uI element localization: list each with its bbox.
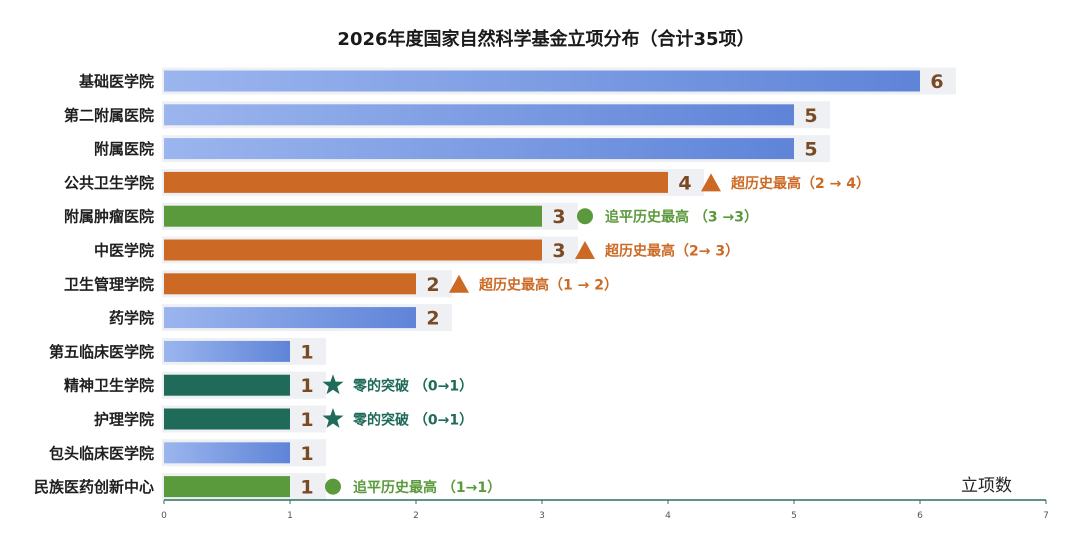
x-tick-label: 2 — [413, 511, 419, 521]
category-label: 基础医学院 — [78, 73, 154, 91]
annotation-text: 超历史最高（2→ 3） — [604, 243, 739, 260]
category-label: 附属医院 — [94, 140, 154, 158]
annotation-text: 追平历史最高 （3 →3） — [605, 209, 758, 226]
bar — [164, 476, 290, 498]
value-label: 2 — [426, 274, 439, 296]
bar — [164, 374, 290, 396]
category-label: 精神卫生学院 — [64, 377, 154, 395]
x-tick-label: 3 — [539, 511, 545, 521]
star-icon — [322, 408, 344, 428]
triangle-icon — [701, 173, 721, 192]
category-label: 卫生管理学院 — [64, 275, 154, 293]
bar — [164, 340, 290, 362]
triangle-icon — [449, 274, 469, 293]
category-label: 护理学院 — [94, 411, 154, 429]
value-label: 1 — [300, 375, 313, 397]
annotation-text: 零的突破 （0→1） — [352, 412, 473, 429]
value-label: 4 — [678, 172, 691, 194]
category-label: 民族医药创新中心 — [34, 478, 154, 496]
value-label: 1 — [300, 443, 313, 465]
value-label: 3 — [552, 206, 565, 228]
x-tick-label: 7 — [1043, 511, 1049, 521]
category-label: 包头临床医学院 — [49, 444, 154, 462]
star-icon — [322, 374, 344, 395]
triangle-icon — [575, 241, 595, 259]
bar — [164, 205, 542, 227]
circle-icon — [577, 208, 593, 225]
bars-layer: 基础医学院 6 第二附属医院 5 附属医院 5 公共卫生学院 4 超历史最高（2 → 4） 附属肿… — [34, 67, 956, 501]
x-tick-label: 0 — [161, 511, 167, 521]
category-label: 附属肿瘤医院 — [64, 208, 154, 226]
value-label: 1 — [300, 477, 313, 499]
x-axis-ticks: 0 1 2 3 4 5 6 7 — [161, 500, 1049, 521]
value-label: 6 — [930, 71, 943, 93]
bar — [164, 171, 668, 193]
x-tick-label: 6 — [917, 511, 923, 521]
x-tick-label: 4 — [665, 511, 671, 521]
annotation-text: 追平历史最高 （1→1） — [353, 479, 501, 496]
annotation-text: 零的突破 （0→1） — [352, 378, 473, 395]
chart-title: 2026年度国家自然科学基金立项分布（合计35项） — [337, 28, 754, 50]
bar — [164, 138, 794, 160]
bar — [164, 307, 416, 329]
x-tick-label: 5 — [791, 511, 797, 521]
bar — [164, 70, 920, 92]
value-label: 1 — [300, 341, 313, 363]
circle-icon — [325, 478, 341, 495]
annotation-text: 超历史最高（2 → 4） — [730, 175, 870, 192]
x-axis-label: 立项数 — [961, 476, 1012, 496]
bar — [164, 273, 416, 295]
category-label: 第二附属医院 — [64, 106, 154, 124]
bar — [164, 104, 794, 126]
category-label: 第五临床医学院 — [49, 343, 154, 361]
value-label: 2 — [426, 308, 439, 330]
category-label: 公共卫生学院 — [64, 174, 154, 192]
bar — [164, 239, 542, 261]
value-label: 1 — [300, 409, 313, 431]
bar — [164, 442, 290, 464]
bar — [164, 408, 290, 430]
category-label: 药学院 — [109, 309, 154, 327]
category-label: 中医学院 — [94, 242, 154, 260]
value-label: 5 — [804, 105, 817, 127]
x-tick-label: 1 — [287, 511, 293, 521]
value-label: 5 — [804, 139, 817, 161]
annotation-text: 超历史最高（1 → 2） — [478, 276, 618, 293]
value-label: 3 — [552, 240, 565, 262]
